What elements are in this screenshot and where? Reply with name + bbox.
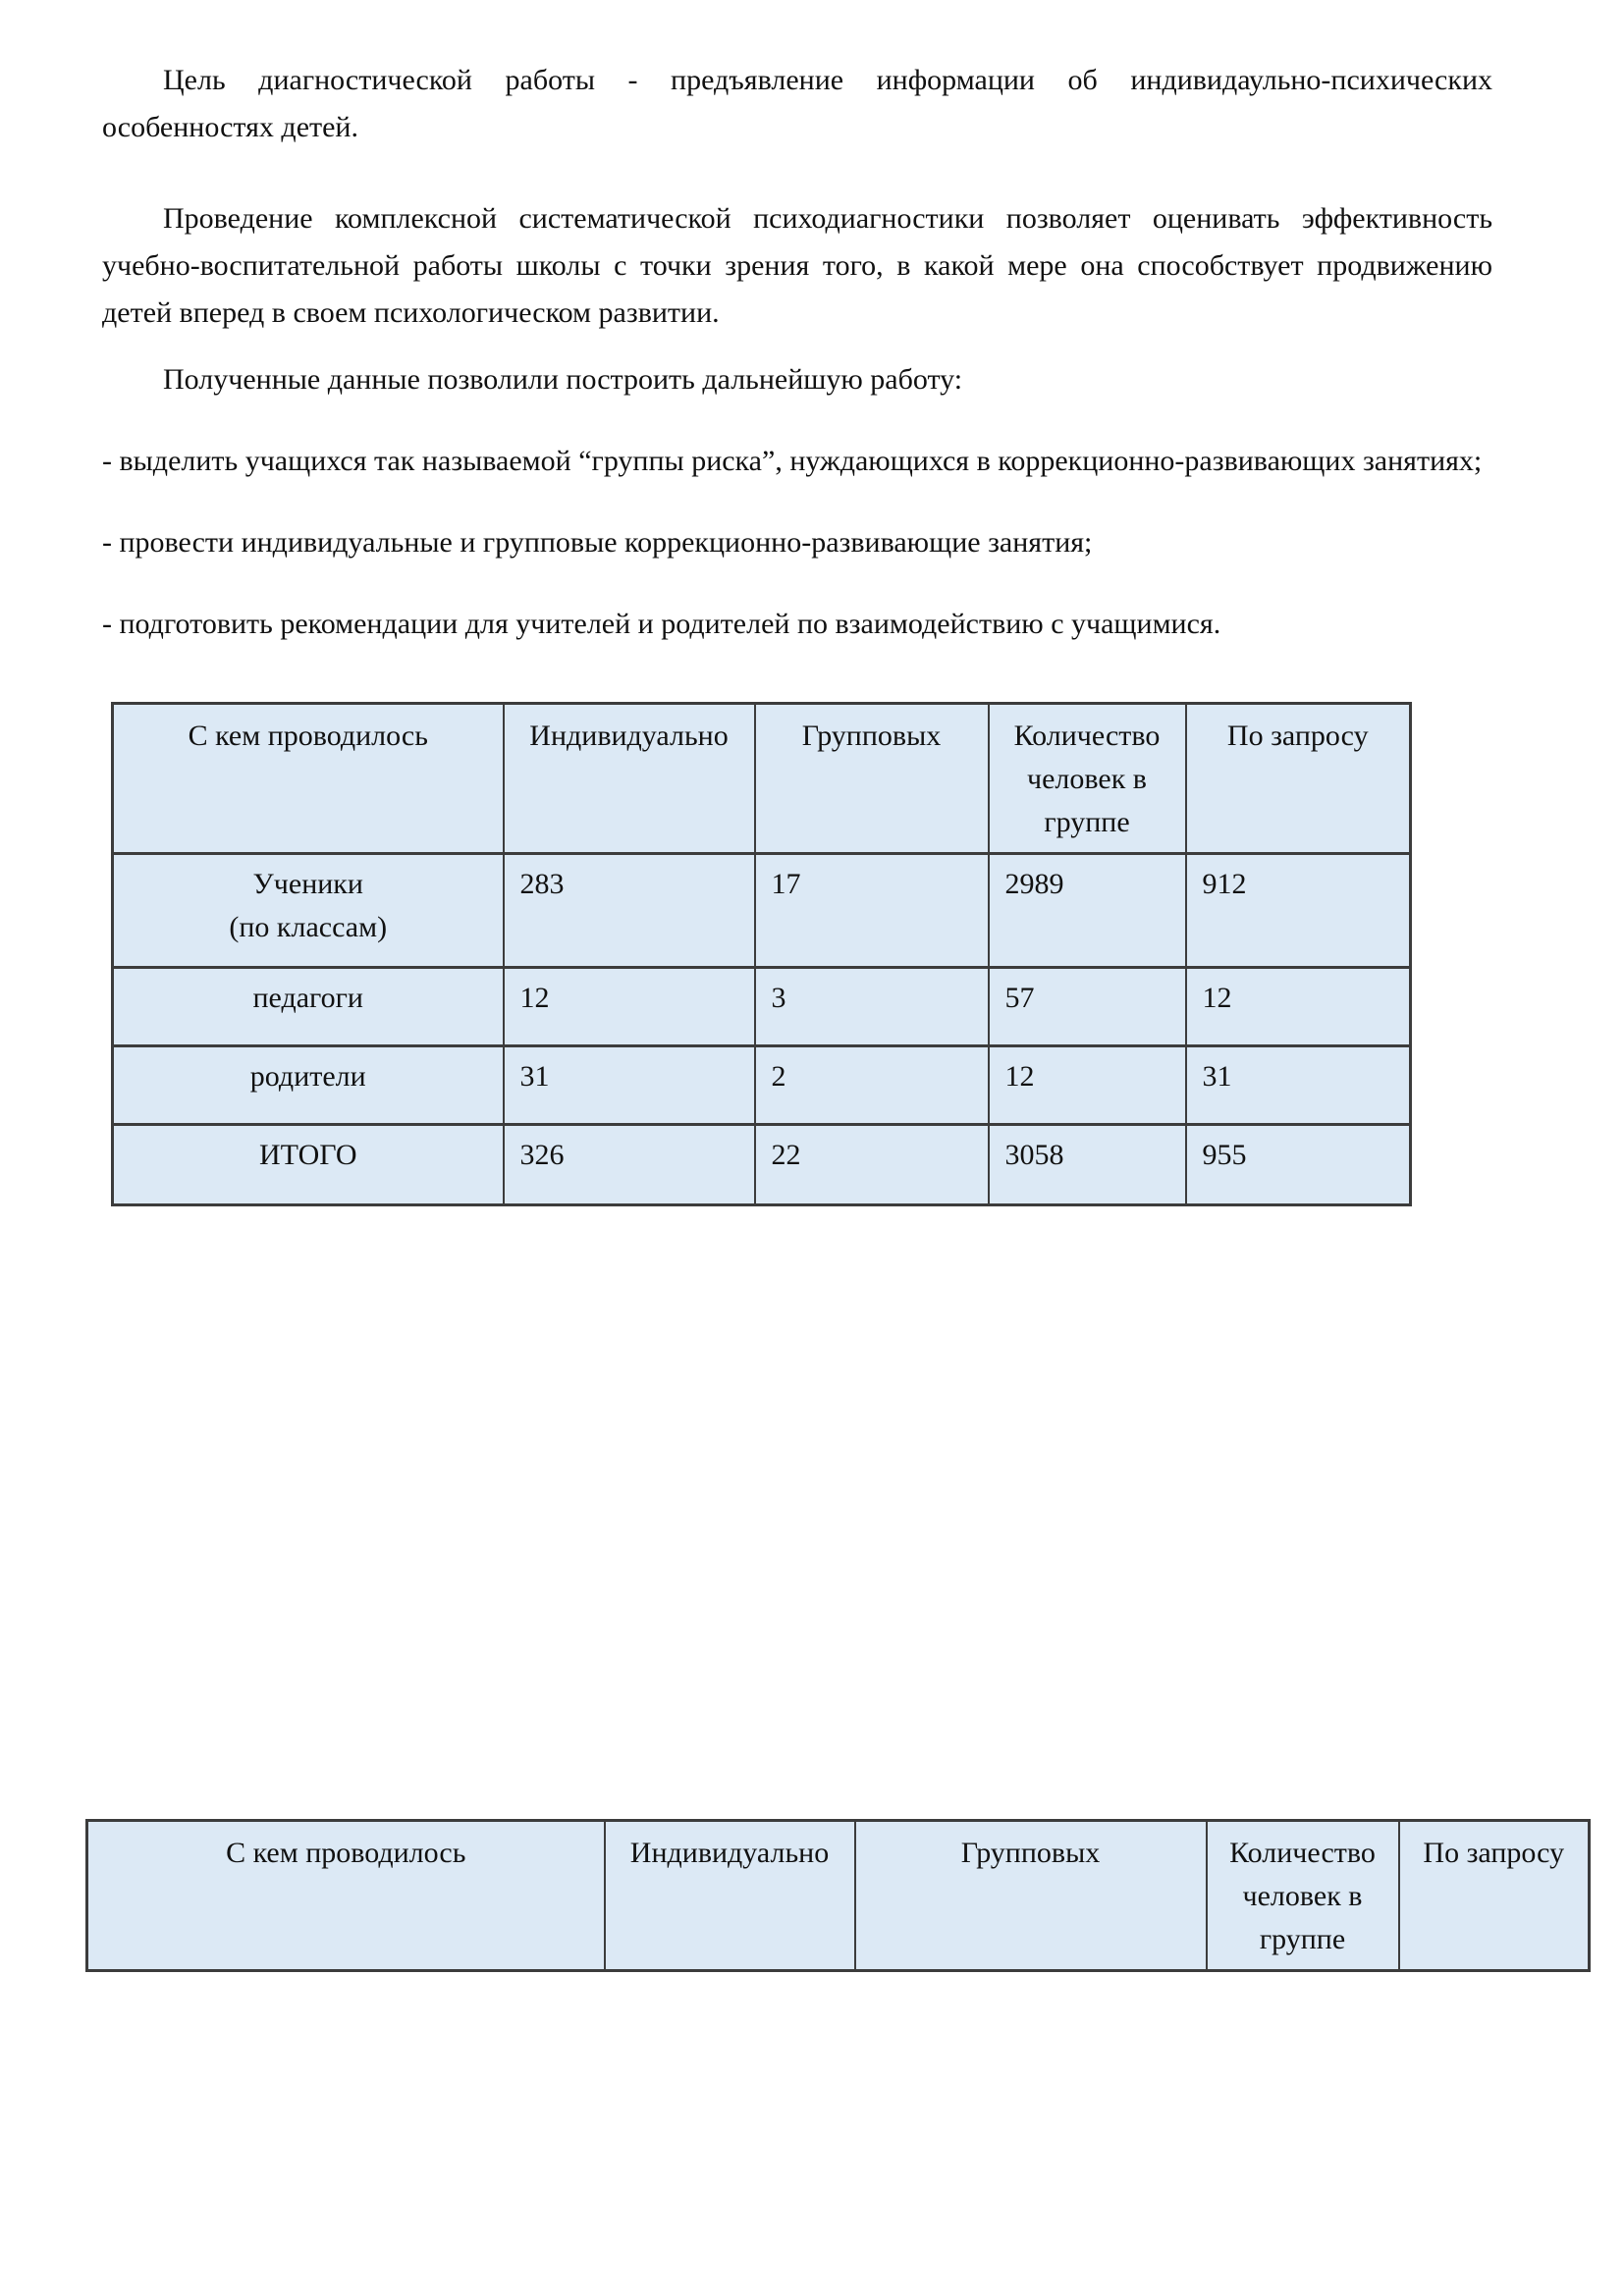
cell-on-request: 912 (1184, 852, 1412, 969)
continuation-table-header-row: С кем проводилось Индивидуально Групповы… (85, 1819, 1591, 1972)
cell-individual: 31 (502, 1044, 756, 1126)
list-item-risk-group: - выделить учащихся так называемой “груп… (102, 445, 1483, 477)
cell-people-count: 57 (987, 966, 1187, 1047)
summary-table: С кем проводилось Индивидуально Групповы… (111, 702, 1412, 1206)
row-label-line: (по классам) (229, 911, 388, 943)
cell-individual: 12 (502, 966, 756, 1047)
table-row-parents: родители 31 2 12 31 (111, 1044, 1412, 1126)
cell-people-count: 2989 (987, 852, 1187, 969)
table-row-teachers: педагоги 12 3 57 12 (111, 966, 1412, 1047)
column-header-individual: Индивидуально (603, 1819, 856, 1972)
cell-group: 3 (753, 966, 990, 1047)
column-header-on-request: По запросу (1184, 702, 1412, 855)
list-item-recommendations: - подготовить рекомендации для учителей … (102, 608, 1221, 640)
continuation-table-section: С кем проводилось Индивидуально Групповы… (85, 1819, 1591, 1972)
summary-table-section: С кем проводилось Индивидуально Групповы… (102, 702, 1492, 1206)
table-row-total: ИТОГО 326 22 3058 955 (111, 1123, 1412, 1206)
cell-on-request: 12 (1184, 966, 1412, 1047)
list-item-sessions: - провести индивидуальные и групповые ко… (102, 526, 1093, 559)
cell-on-request: 955 (1184, 1123, 1412, 1206)
column-header-with-whom: С кем проводилось (111, 702, 505, 855)
column-header-people-count: Количество человек в группе (987, 702, 1187, 855)
cell-individual: 283 (502, 852, 756, 969)
cell-group: 22 (753, 1123, 990, 1206)
cell-group: 2 (753, 1044, 990, 1126)
cell-people-count: 3058 (987, 1123, 1187, 1206)
row-label-parents: родители (111, 1044, 505, 1126)
continuation-table: С кем проводилось Индивидуально Групповы… (85, 1819, 1591, 1972)
cell-on-request: 31 (1184, 1044, 1412, 1126)
column-header-with-whom: С кем проводилось (85, 1819, 606, 1972)
row-label-teachers: педагоги (111, 966, 505, 1047)
paragraph-goal: Цель диагностической работы - предъявлен… (102, 64, 1492, 143)
paragraph-results-intro: Полученные данные позволили построить да… (163, 363, 963, 396)
cell-individual: 326 (502, 1123, 756, 1206)
column-header-group: Групповых (853, 1819, 1208, 1972)
table-row-students: Ученики (по классам) 283 17 2989 912 (111, 852, 1412, 969)
row-label-line: Ученики (252, 868, 363, 900)
column-header-people-count: Количество человек в группе (1205, 1819, 1400, 1972)
paragraph-diagnostics: Проведение комплексной систематической п… (102, 202, 1492, 329)
column-header-individual: Индивидуально (502, 702, 756, 855)
cell-people-count: 12 (987, 1044, 1187, 1126)
row-label-students: Ученики (по классам) (111, 852, 505, 969)
cell-group: 17 (753, 852, 990, 969)
row-label-total: ИТОГО (111, 1123, 505, 1206)
summary-table-header-row: С кем проводилось Индивидуально Групповы… (111, 702, 1412, 855)
column-header-group: Групповых (753, 702, 990, 855)
column-header-on-request: По запросу (1397, 1819, 1591, 1972)
